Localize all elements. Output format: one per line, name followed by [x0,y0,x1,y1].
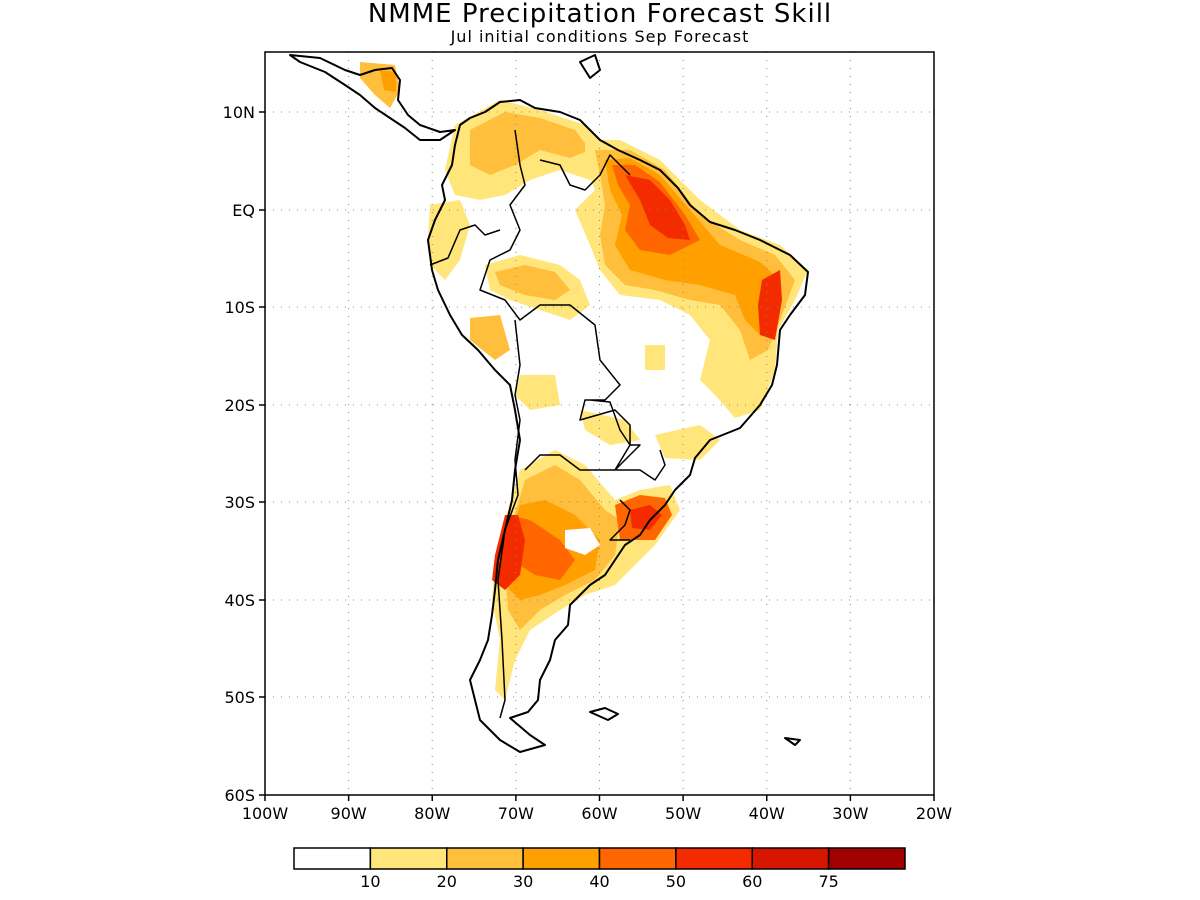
skill-region-northwest-core [470,112,590,175]
colorbar-swatch [522,847,601,870]
skill-shading [360,62,808,700]
colorbar-swatch [598,847,677,870]
skill-region-central-patch [645,345,665,370]
lon-tick-label: 60W [581,804,617,823]
lat-tick-label: 20S [224,396,255,415]
falkland-islands [589,707,619,721]
colorbar-swatch [827,847,906,870]
colorbar-swatch [675,847,753,870]
lat-tick-label: EQ [232,201,255,220]
lon-tick-label: 80W [414,804,450,823]
lon-tick-label: 70W [498,804,534,823]
skill-region-peru [470,315,510,360]
lon-tick-label: 30W [832,804,868,823]
lat-tick-label: 10S [224,298,255,317]
colorbar: 10 20 30 40 50 60 75 [293,847,906,891]
lon-tick-label: 20W [916,804,952,823]
latitude-axis: 10N EQ 10S 20S 30S 40S 50S 60S [223,103,265,805]
central-america-coastline [289,54,456,141]
skill-region-argentina-peak [492,515,525,590]
south-america-coastline [427,99,809,753]
chart-subtitle: Jul initial conditions Sep Forecast [450,27,750,46]
skill-region-east-coast-high [758,270,782,340]
skill-region-uruguay-peak [630,505,662,530]
lat-tick-label: 40S [224,591,255,610]
colorbar-label: 60 [742,872,762,891]
longitude-axis: 100W 90W 80W 70W 60W 50W 40W 30W 20W [242,795,952,823]
colorbar-swatch [293,847,372,870]
lat-tick-label: 10N [223,103,255,122]
colorbar-swatch [751,847,830,870]
colorbar-label: 20 [437,872,457,891]
lat-tick-label: 60S [224,786,255,805]
skill-region-low-skill-hole [565,528,600,555]
skill-region-amazon-west-core [495,265,570,300]
colorbar-swatch [446,847,524,870]
colorbar-label: 75 [818,872,838,891]
chart-title: NMME Precipitation Forecast Skill [367,0,833,29]
lat-tick-label: 30S [224,493,255,512]
lon-tick-label: 90W [331,804,367,823]
skill-region-northeast-peak [625,175,690,240]
colorbar-swatch [369,847,448,870]
lat-tick-label: 50S [224,688,255,707]
lon-tick-label: 100W [242,804,289,823]
skill-region-central-america-core [380,70,396,92]
lon-tick-label: 40W [749,804,785,823]
colorbar-label: 50 [666,872,686,891]
colorbar-label: 40 [589,872,609,891]
colorbar-label: 10 [360,872,380,891]
coastlines [289,54,809,753]
skill-region-ecuador [428,200,470,280]
lon-tick-label: 50W [665,804,701,823]
country-borders [429,129,666,719]
caribbean-island-coastline [579,54,601,79]
south-georgia [784,737,801,746]
skill-region-southeast-patch [655,425,720,460]
colorbar-label: 30 [513,872,533,891]
skill-region-bolivia [515,375,560,410]
